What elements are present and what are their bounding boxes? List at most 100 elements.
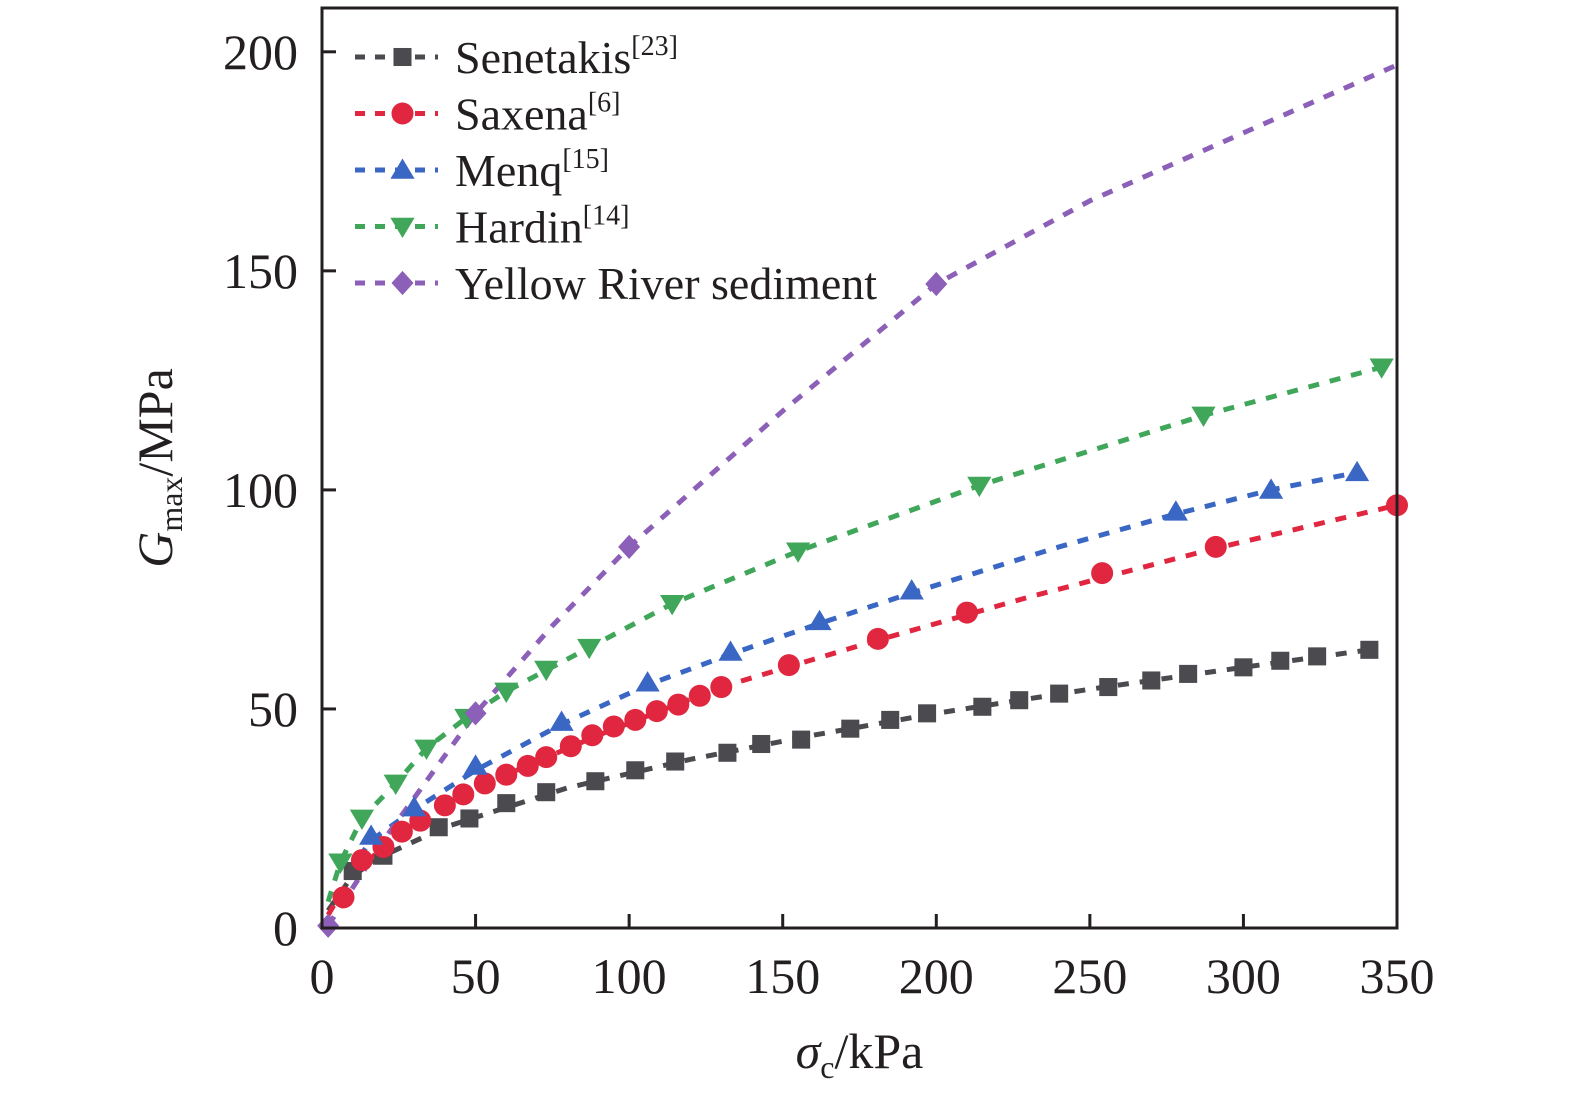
menq-point [635, 671, 660, 692]
saxena-point [535, 746, 558, 769]
saxena-point [473, 772, 496, 795]
legend-saxena-marker [391, 102, 414, 125]
hardin-point [577, 638, 602, 660]
y-tick-label: 50 [248, 681, 298, 737]
legend-yellow-river-sediment-marker [391, 270, 414, 296]
saxena-point [1091, 562, 1114, 585]
x-tick-label: 50 [451, 948, 501, 1004]
saxena-point [645, 700, 668, 723]
saxena-point [624, 708, 647, 731]
saxena-point [710, 676, 733, 699]
hardin-fit-line [325, 364, 1383, 903]
hardin-point [383, 774, 408, 795]
senetakis-point [841, 719, 860, 738]
x-tick-label: 150 [745, 948, 820, 1004]
menq-point [807, 609, 832, 631]
y-axis-title: Gmax/MPa [127, 368, 189, 568]
senetakis-point [973, 697, 992, 716]
saxena-point [433, 794, 456, 817]
saxena-point [667, 693, 690, 716]
legend-saxena-name: Saxena [455, 89, 588, 140]
senetakis-fit-line [326, 647, 1370, 912]
data-points [317, 271, 1408, 938]
senetakis-point [586, 772, 605, 791]
senetakis-point [918, 704, 937, 723]
plot-frame [320, 6, 1399, 930]
legend-yellow-river-sediment-name: Yellow River sediment [455, 258, 877, 309]
senetakis-point [460, 809, 479, 828]
legend-hardin-ref: [14] [583, 201, 630, 232]
hardin-point [967, 476, 992, 498]
saxena-point [956, 601, 978, 624]
senetakis-point [881, 710, 900, 729]
x-axis-title: σc/kPa [796, 1023, 924, 1085]
saxena-point [581, 724, 604, 747]
menq-point [899, 579, 924, 600]
saxena-point [390, 820, 413, 843]
hardin-point [534, 660, 559, 682]
senetakis-point [537, 783, 556, 802]
legend-senetakis-label: Senetakis[23] [455, 31, 678, 83]
hardin-point [328, 853, 353, 874]
legend-menq-ref: [15] [562, 144, 609, 175]
menq-point [549, 710, 574, 731]
hardin-point [1369, 358, 1394, 379]
saxena-point [602, 715, 625, 738]
y-axis-symbol: G [127, 532, 183, 568]
senetakis-point [1142, 671, 1161, 690]
saxena-point [559, 735, 582, 758]
legend: Senetakis[23]Saxena[6]Menq[15]Hardin[14]… [355, 31, 877, 309]
menq-point [359, 824, 384, 845]
senetakis-point [666, 752, 685, 771]
hardin-point [785, 542, 811, 563]
hardin-point [414, 739, 439, 760]
hardin-point [349, 809, 375, 831]
x-tick-label: 300 [1206, 948, 1281, 1004]
senetakis-point [718, 743, 737, 762]
yellow-river-sediment-point [464, 701, 487, 726]
saxena-point [495, 763, 518, 786]
hardin-point [1191, 406, 1216, 427]
hardin-point [660, 595, 685, 616]
y-axis-unit: /MPa [127, 368, 183, 476]
legend-hardin-name: Hardin [455, 202, 583, 253]
senetakis-point [752, 734, 771, 754]
senetakis-point [1050, 684, 1069, 703]
menq-point [402, 795, 427, 817]
legend-menq-label: Menq[15] [455, 144, 609, 196]
x-tick-label: 0 [310, 948, 335, 1004]
legend-saxena-label: Saxena[6] [455, 88, 621, 140]
yellow-river-sediment-point [618, 534, 641, 559]
x-axis-subscript: c [820, 1049, 834, 1085]
saxena-point [688, 684, 711, 707]
x-tick-label: 350 [1360, 948, 1435, 1004]
legend-menq-name: Menq [455, 145, 562, 196]
menq-point [463, 754, 488, 775]
saxena-fit-line [325, 502, 1398, 917]
y-tick-label: 200 [223, 24, 298, 80]
yellow-river-sediment-point [317, 913, 340, 938]
menq-point [1258, 478, 1284, 499]
menq-point [1344, 460, 1370, 482]
saxena-point [350, 849, 373, 872]
senetakis-point [429, 818, 448, 837]
x-tick-label: 100 [592, 948, 667, 1004]
senetakis-point [1360, 640, 1379, 659]
x-tick-label: 200 [899, 948, 974, 1004]
legend-menq-marker [390, 158, 415, 179]
legend-yellow-river-sediment-label: Yellow River sediment [455, 258, 877, 309]
senetakis-point [1010, 691, 1029, 710]
saxena-point [777, 654, 800, 677]
legend-saxena-ref: [6] [588, 88, 621, 119]
legend-hardin-label: Hardin[14] [455, 201, 629, 253]
x-axis-unit: /kPa [834, 1023, 923, 1079]
axis-ticks: 0 50 100 150 200 250 300 350 0 50 100 150 200 [223, 24, 1435, 1004]
senetakis-point [497, 794, 516, 813]
y-tick-label: 0 [273, 900, 298, 956]
legend-senetakis-marker [393, 47, 412, 67]
senetakis-point [1099, 678, 1118, 697]
y-tick-label: 100 [223, 462, 298, 518]
saxena-point [866, 627, 889, 650]
